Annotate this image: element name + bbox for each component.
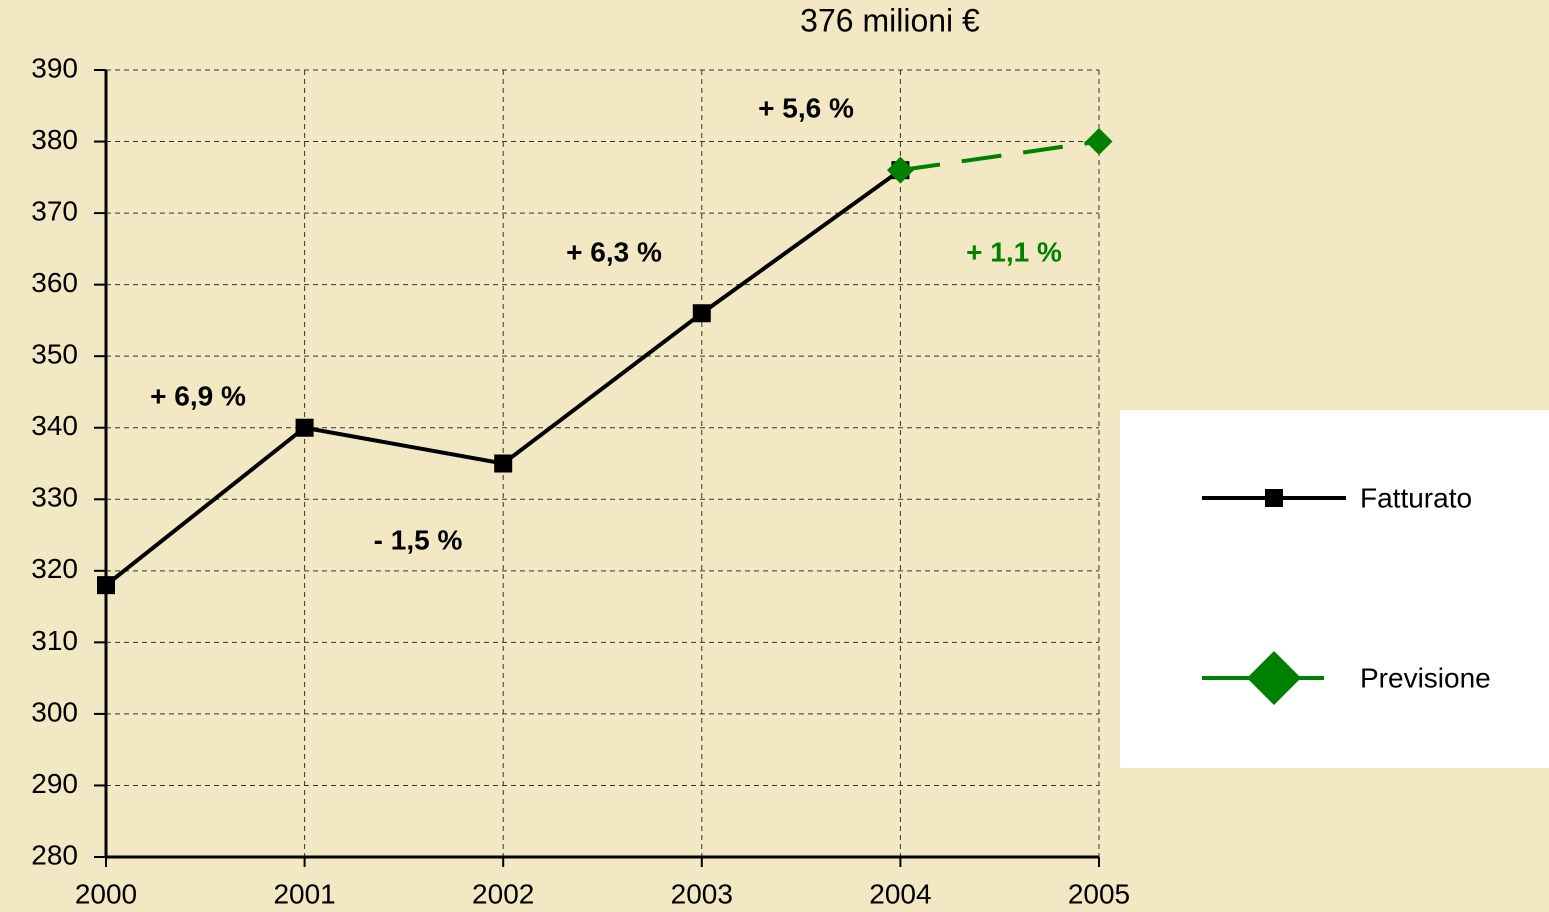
series-line — [900, 139, 1100, 173]
marker — [1265, 489, 1283, 507]
annotation: + 6,3 % — [566, 236, 662, 267]
legend-label: Fatturato — [1360, 482, 1472, 513]
y-tick-label: 350 — [31, 339, 78, 370]
y-tick-label: 280 — [31, 839, 78, 870]
y-tick-label: 360 — [31, 267, 78, 298]
y-tick-label: 330 — [31, 482, 78, 513]
annotation: + 5,6 % — [758, 92, 854, 123]
x-tick-label: 2002 — [472, 878, 534, 909]
y-tick-label: 300 — [31, 696, 78, 727]
x-tick-label: 2000 — [75, 878, 137, 909]
chart-title: 376 milioni € — [800, 2, 980, 38]
y-tick-label: 320 — [31, 553, 78, 584]
x-tick-label: 2003 — [671, 878, 733, 909]
annotation: + 6,9 % — [150, 380, 246, 411]
annotation: - 1,5 % — [374, 524, 463, 555]
y-tick-label: 390 — [31, 52, 78, 83]
marker — [1085, 128, 1113, 156]
marker — [295, 418, 314, 437]
y-tick-label: 340 — [31, 410, 78, 441]
marker — [97, 576, 115, 595]
y-tick-label: 370 — [31, 195, 78, 226]
marker — [886, 156, 914, 184]
x-tick-label: 2005 — [1068, 878, 1130, 909]
legend-label: Previsione — [1360, 662, 1491, 693]
annotation: + 1,1 % — [966, 236, 1062, 267]
y-tick-label: 290 — [31, 768, 78, 799]
y-tick-label: 310 — [31, 625, 78, 656]
marker — [692, 304, 711, 323]
marker — [494, 454, 513, 473]
x-tick-label: 2001 — [273, 878, 335, 909]
marker — [1247, 651, 1301, 705]
y-tick-label: 380 — [31, 124, 78, 155]
x-tick-label: 2004 — [869, 878, 931, 909]
legend-box — [1120, 410, 1549, 768]
